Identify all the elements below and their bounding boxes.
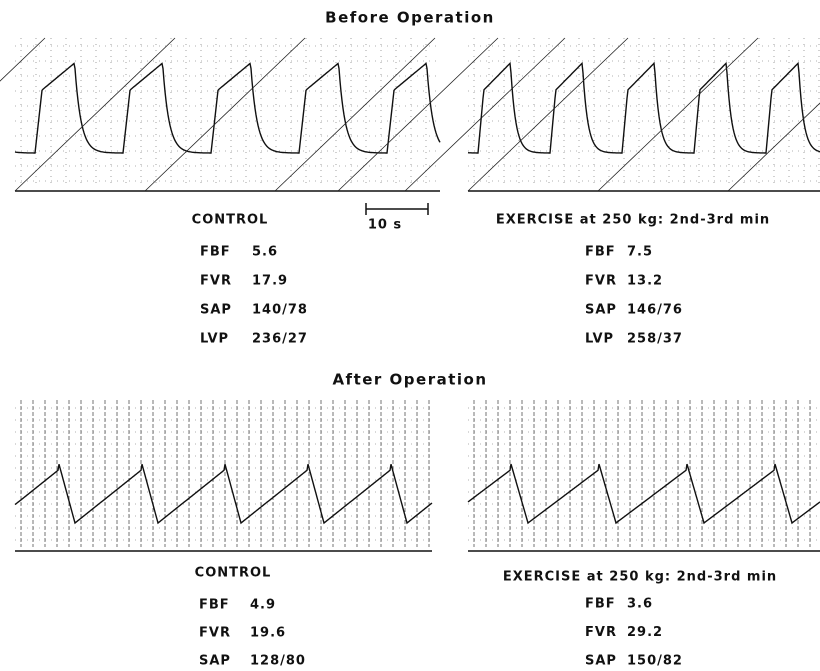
measure-value: 17.9: [252, 274, 288, 289]
measure-value: 150/82: [627, 654, 683, 669]
waveform: [468, 464, 820, 523]
measure-value: 140/78: [252, 303, 308, 318]
measure-value: 5.6: [252, 245, 278, 260]
section-title: After Operation: [332, 371, 487, 389]
measure-name: FVR: [200, 274, 232, 289]
panel: EXERCISE at 250 kg: 2nd-3rd min FBF 3.6 FVR…: [468, 400, 820, 669]
measure-name: SAP: [199, 654, 231, 669]
measure-name: LVP: [200, 332, 229, 347]
measure-name: FBF: [200, 245, 231, 260]
measure-name: LVP: [585, 332, 614, 347]
figure: Before Operation CONTROL 10 s FBF 5.6 FVR 17.9…: [0, 0, 820, 671]
measure-value: 258/37: [627, 332, 683, 347]
panel: EXERCISE at 250 kg: 2nd-3rd min FBF 7.5 FVR…: [338, 38, 820, 347]
section-title: Before Operation: [325, 9, 495, 27]
waveform: [468, 63, 820, 153]
measure-name: FBF: [585, 245, 616, 260]
measure-name: FVR: [585, 625, 617, 640]
condition-label: CONTROL: [195, 566, 272, 581]
measure-value: 4.9: [250, 598, 276, 613]
diagonal-trace: [0, 38, 45, 191]
measure-value: 7.5: [627, 245, 653, 260]
condition-label: EXERCISE at 250 kg: 2nd-3rd min: [503, 570, 777, 585]
panel: CONTROL 10 s FBF 5.6 FVR 17.9 SAP 140/78 LVP 236/…: [0, 38, 565, 347]
panel: CONTROL FBF 4.9 FVR 19.6 SAP 128/80: [15, 400, 432, 669]
measure-value: 236/27: [252, 332, 308, 347]
measure-value: 128/80: [250, 654, 306, 669]
condition-label: CONTROL: [192, 213, 269, 228]
measure-name: SAP: [585, 303, 617, 318]
measure-name: FBF: [199, 598, 230, 613]
measure-name: FBF: [585, 597, 616, 612]
waveform: [15, 464, 432, 523]
scale-bar-label: 10 s: [368, 218, 402, 233]
diagonal-trace: [275, 38, 435, 191]
waveform: [15, 64, 440, 154]
measure-value: 146/76: [627, 303, 683, 318]
measure-name: FVR: [585, 274, 617, 289]
measure-value: 19.6: [250, 626, 286, 641]
measure-name: FVR: [199, 626, 231, 641]
measure-value: 13.2: [627, 274, 663, 289]
measure-name: SAP: [200, 303, 232, 318]
condition-label: EXERCISE at 250 kg: 2nd-3rd min: [496, 213, 770, 228]
measure-name: SAP: [585, 654, 617, 669]
measure-value: 3.6: [627, 597, 653, 612]
measure-value: 29.2: [627, 625, 663, 640]
diagonal-trace: [338, 38, 498, 191]
